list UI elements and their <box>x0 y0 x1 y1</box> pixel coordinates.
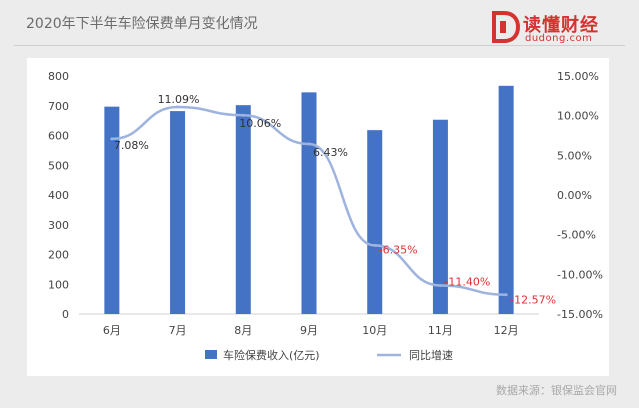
x-axis-tick-label: 10月 <box>362 324 387 337</box>
bar <box>301 92 317 314</box>
right-axis-tick-label: -15.00% <box>557 308 603 321</box>
chart-panel: 0 100 200 300 400 500 600 700 800 -15.00% -10.00% -… <box>27 58 609 376</box>
line-data-label: -6.35% <box>379 243 418 256</box>
right-axis-tick-label: 0.00% <box>557 189 592 202</box>
legend-bar-swatch <box>205 350 217 359</box>
header-divider <box>14 45 625 46</box>
x-axis-tick-label: 6月 <box>103 324 121 337</box>
x-axis-tick-label: 8月 <box>234 324 252 337</box>
line-point <box>176 105 180 109</box>
right-axis-tick-label: -10.00% <box>557 268 603 281</box>
brand-logo: 读懂财经 dudong.com <box>490 10 610 44</box>
line-point <box>373 243 377 247</box>
right-axis-tick-label: 10.00% <box>557 110 599 123</box>
logo-subtext: dudong.com <box>525 33 593 44</box>
bar <box>498 85 514 314</box>
right-axis-tick-label: 5.00% <box>557 149 592 162</box>
line-point <box>307 142 311 146</box>
logo-text: 读懂财经 <box>523 15 599 36</box>
line-data-label: 6.43% <box>313 146 348 159</box>
bar <box>432 119 448 314</box>
left-axis-tick-label: 500 <box>48 159 69 172</box>
line-point <box>110 137 114 141</box>
x-axis-tick-label: 11月 <box>428 324 453 337</box>
left-axis-tick-label: 800 <box>48 70 69 83</box>
right-axis-tick-label: 15.00% <box>557 70 599 83</box>
line-data-label: -12.57% <box>510 294 556 307</box>
right-axis-tick-label: -5.00% <box>557 229 596 242</box>
left-axis-tick-label: 700 <box>48 100 69 113</box>
left-axis-tick-label: 100 <box>48 278 69 291</box>
line-point <box>241 113 245 117</box>
left-axis-tick-label: 0 <box>62 308 69 321</box>
line-data-label: 11.09% <box>158 93 200 106</box>
left-axis-tick-label: 600 <box>48 130 69 143</box>
line-point <box>504 293 508 297</box>
x-axis-tick-label: 7月 <box>169 324 187 337</box>
legend-label: 车险保费收入(亿元) <box>223 348 320 362</box>
line-data-label: -11.40% <box>444 275 490 288</box>
line-point <box>438 283 442 287</box>
source-note: 数据来源：银保监会官网 <box>496 384 617 397</box>
bar <box>367 130 383 314</box>
legend-label: 同比增速 <box>409 348 453 362</box>
bar <box>235 105 251 314</box>
x-axis-tick-label: 12月 <box>494 324 519 337</box>
line-data-label: 10.06% <box>239 117 281 130</box>
x-axis-tick-label: 9月 <box>300 324 318 337</box>
page-title: 2020年下半年车险保费单月变化情况 <box>26 16 258 32</box>
combo-chart: 0100200300400500600700800-15.00%-10.00%-… <box>48 70 603 362</box>
bar <box>170 111 186 314</box>
logo-mark-icon <box>492 11 520 43</box>
left-axis-tick-label: 300 <box>48 219 69 232</box>
bar <box>104 106 120 314</box>
line-data-label: 7.08% <box>114 139 149 152</box>
left-axis-tick-label: 400 <box>48 189 69 202</box>
left-axis-tick-label: 200 <box>48 249 69 262</box>
